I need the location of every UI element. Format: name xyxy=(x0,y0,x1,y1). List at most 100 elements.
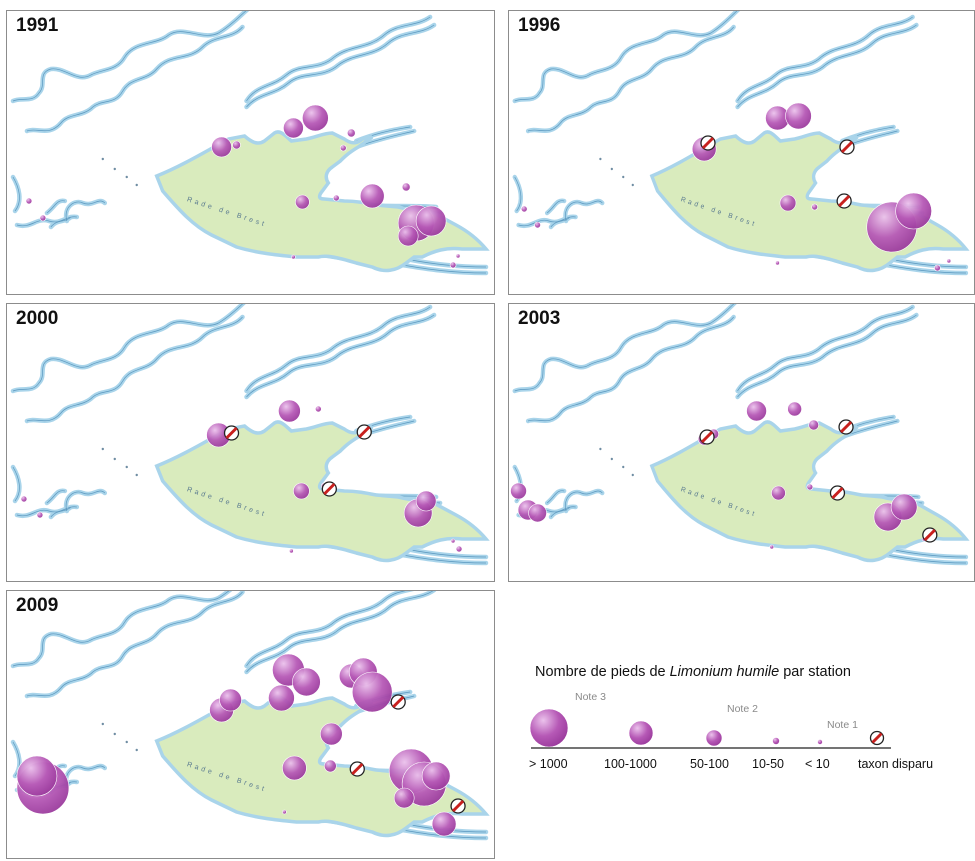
station-marker xyxy=(808,419,819,431)
legend-circle-marker xyxy=(817,739,823,745)
station-marker xyxy=(315,405,322,413)
coastline-edge xyxy=(46,200,72,228)
legend-circle-marker xyxy=(772,737,780,745)
station-marker xyxy=(746,400,767,422)
legend-title-suffix: par station xyxy=(779,664,851,680)
channel-dot xyxy=(113,167,116,171)
legend-graphic: Note 3 Note 2 Note 1 > 1000 100-1000 50-… xyxy=(529,691,933,771)
coastline-edge xyxy=(246,24,435,108)
station-marker xyxy=(16,755,58,797)
channel-dot xyxy=(125,175,128,179)
coastline-edge xyxy=(737,16,913,102)
legend-title-species: Limonium humile xyxy=(669,664,780,680)
map-panel-2000: Rade de Brest 2000 xyxy=(6,303,495,582)
coastline-edge xyxy=(246,591,406,667)
station-marker xyxy=(25,197,33,205)
station-marker xyxy=(219,688,242,712)
coastline-edge xyxy=(26,26,243,132)
station-marker xyxy=(302,104,329,132)
coastline-edge xyxy=(246,591,434,673)
prohibited-icon xyxy=(871,732,883,744)
legend-class-100-1000: 100-1000 xyxy=(604,757,657,771)
coastline-edge xyxy=(246,314,435,398)
coastline-edge xyxy=(514,176,603,227)
coastline xyxy=(525,24,736,134)
legend-circle-marker xyxy=(628,720,654,746)
coastline xyxy=(24,314,245,424)
legend-note-2: Note 2 xyxy=(727,703,758,715)
map-panel-2009: Rade de Brest 2009 xyxy=(6,590,495,859)
prohibited-icon xyxy=(323,482,336,496)
legend-symbols xyxy=(529,708,885,748)
station-marker xyxy=(351,671,393,713)
prohibited-icon xyxy=(451,799,465,813)
station-marker xyxy=(779,194,797,212)
channel-dot xyxy=(125,740,128,744)
coastline-edge xyxy=(46,490,72,518)
station-marker xyxy=(232,140,241,150)
legend-title: Nombre de pieds de Limonium humile par s… xyxy=(535,664,851,680)
year-label: 1996 xyxy=(518,15,561,36)
station-marker xyxy=(401,182,411,192)
coastline-edge xyxy=(246,306,431,392)
prohibited-icon xyxy=(701,136,715,150)
prohibited-icon xyxy=(351,762,364,776)
map-panel-1991: Rade de Brest 1991 xyxy=(6,10,495,295)
channel-dot xyxy=(113,732,116,736)
channel-dot xyxy=(622,465,625,469)
year-label: 2009 xyxy=(16,595,59,616)
prohibited-icon xyxy=(700,430,714,444)
station-marker xyxy=(282,809,287,815)
station-marker xyxy=(415,205,447,237)
station-marker xyxy=(320,722,343,746)
coastline xyxy=(244,14,433,104)
map-1991: Rade de Brest xyxy=(10,11,490,276)
station-marker xyxy=(282,755,307,781)
map-2003: Rade de Brest xyxy=(510,304,970,566)
prohibited-icon xyxy=(831,486,844,500)
coastline-layer: Rade de Brest xyxy=(10,304,490,566)
channel-dot xyxy=(631,473,634,477)
channel-dot xyxy=(610,457,613,461)
coastline-edge xyxy=(12,466,106,517)
coastline xyxy=(525,314,736,424)
station-marker xyxy=(528,503,547,523)
map-2000: Rade de Brest xyxy=(10,304,490,566)
station-marker xyxy=(534,221,541,229)
channel-dot xyxy=(101,157,104,161)
station-marker xyxy=(20,495,28,503)
channel-dot xyxy=(101,447,104,451)
station-marker xyxy=(806,483,814,491)
year-label: 2003 xyxy=(518,308,561,329)
coastline-edge xyxy=(12,304,243,392)
station-marker xyxy=(775,260,780,266)
station-marker xyxy=(295,194,310,210)
station-marker xyxy=(339,144,347,152)
station-marker xyxy=(292,667,321,697)
station-marker xyxy=(520,205,528,213)
coastline-edge xyxy=(527,26,734,132)
station-marker xyxy=(811,203,818,211)
station-marker xyxy=(36,511,44,519)
legend-class-50-100: 50-100 xyxy=(690,757,729,771)
channel-dot xyxy=(622,175,625,179)
coastline-edge xyxy=(514,304,735,392)
coastline-edge xyxy=(546,200,571,228)
coastline xyxy=(24,591,245,699)
channel-dot xyxy=(599,447,602,451)
station-marker xyxy=(946,258,952,264)
station-marker xyxy=(39,214,47,222)
prohibited-icon xyxy=(840,140,854,154)
station-marker xyxy=(890,493,918,521)
channel-dot xyxy=(631,183,634,187)
map-panel-1996: Rade de Brest 1996 xyxy=(508,10,975,295)
coastline-edge xyxy=(737,314,917,398)
prohibited-icon xyxy=(923,528,936,542)
channel-dot xyxy=(610,167,613,171)
station-marker xyxy=(333,194,340,202)
coastline xyxy=(735,22,919,110)
station-marker xyxy=(785,102,812,130)
station-marker xyxy=(787,401,802,417)
coastline-edge xyxy=(737,24,917,108)
station-marker xyxy=(449,261,457,269)
